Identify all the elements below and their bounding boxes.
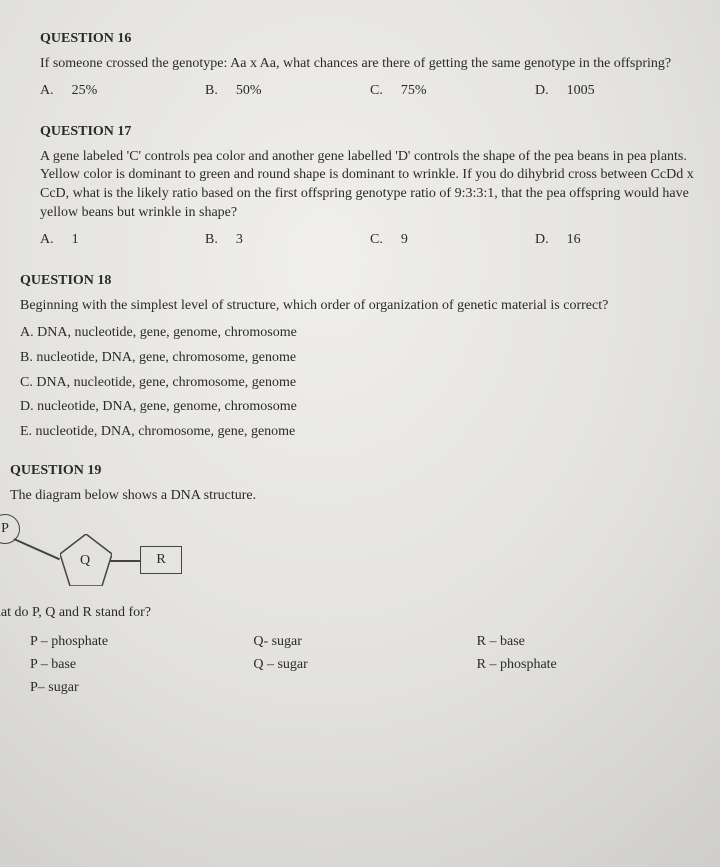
q16-options: A.25% B.50% C.75% D.1005 [40, 82, 700, 101]
q19-row-0: P – phosphate Q- sugar R – base [30, 633, 700, 652]
question-19: QUESTION 19 The diagram below shows a DN… [10, 462, 700, 697]
q19-title: QUESTION 19 [10, 462, 700, 481]
q18-options: A. DNA, nucleotide, gene, genome, chromo… [20, 324, 700, 442]
edge-p-q [14, 538, 60, 560]
question-17: QUESTION 17 A gene labeled 'C' controls … [40, 123, 700, 250]
question-16: QUESTION 16 If someone crossed the genot… [40, 30, 700, 101]
q18-body: Beginning with the simplest level of str… [20, 297, 700, 316]
q17-options: A.1 B.3 C.9 D.16 [40, 231, 700, 250]
q17-opt-c: C.9 [370, 231, 535, 250]
q19-r0-c1: P – phosphate [30, 633, 253, 652]
q18-opt-b: B. nucleotide, DNA, gene, chromosome, ge… [20, 349, 700, 368]
q17-opt-b: B.3 [205, 231, 370, 250]
q16-opt-c: C.75% [370, 82, 535, 101]
node-r: R [140, 546, 182, 574]
q17-body: A gene labeled 'C' controls pea color an… [40, 148, 700, 224]
q19-r1-c2: Q – sugar [253, 656, 476, 675]
q19-row-1: P – base Q – sugar R – phosphate [30, 656, 700, 675]
q19-row-2: P– sugar [30, 679, 700, 698]
q16-body: If someone crossed the genotype: Aa x Aa… [40, 55, 700, 74]
q16-opt-b: B.50% [205, 82, 370, 101]
q19-r2-c3 [477, 679, 700, 698]
q18-opt-a: A. DNA, nucleotide, gene, genome, chromo… [20, 324, 700, 343]
q19-body: The diagram below shows a DNA structure. [10, 487, 700, 506]
q19-r0-c2: Q- sugar [253, 633, 476, 652]
dna-diagram: P Q R [0, 514, 250, 594]
node-q-label: Q [80, 552, 90, 571]
edge-q-r [110, 560, 140, 562]
q16-title: QUESTION 16 [40, 30, 700, 49]
q19-r0-c3: R – base [477, 633, 700, 652]
q18-opt-d: D. nucleotide, DNA, gene, genome, chromo… [20, 398, 700, 417]
q19-r1-c1: P – base [30, 656, 253, 675]
q17-opt-a: A.1 [40, 231, 205, 250]
q16-opt-d: D.1005 [535, 82, 700, 101]
q19-subquestion: /hat do P, Q and R stand for? [0, 604, 700, 623]
q18-opt-c: C. DNA, nucleotide, gene, chromosome, ge… [20, 374, 700, 393]
q17-title: QUESTION 17 [40, 123, 700, 142]
q18-opt-e: E. nucleotide, DNA, chromosome, gene, ge… [20, 423, 700, 442]
q19-r1-c3: R – phosphate [477, 656, 700, 675]
q19-r2-c2 [253, 679, 476, 698]
q17-opt-d: D.16 [535, 231, 700, 250]
q19-r2-c1: P– sugar [30, 679, 253, 698]
question-18: QUESTION 18 Beginning with the simplest … [20, 272, 700, 442]
q16-opt-a: A.25% [40, 82, 205, 101]
q18-title: QUESTION 18 [20, 272, 700, 291]
